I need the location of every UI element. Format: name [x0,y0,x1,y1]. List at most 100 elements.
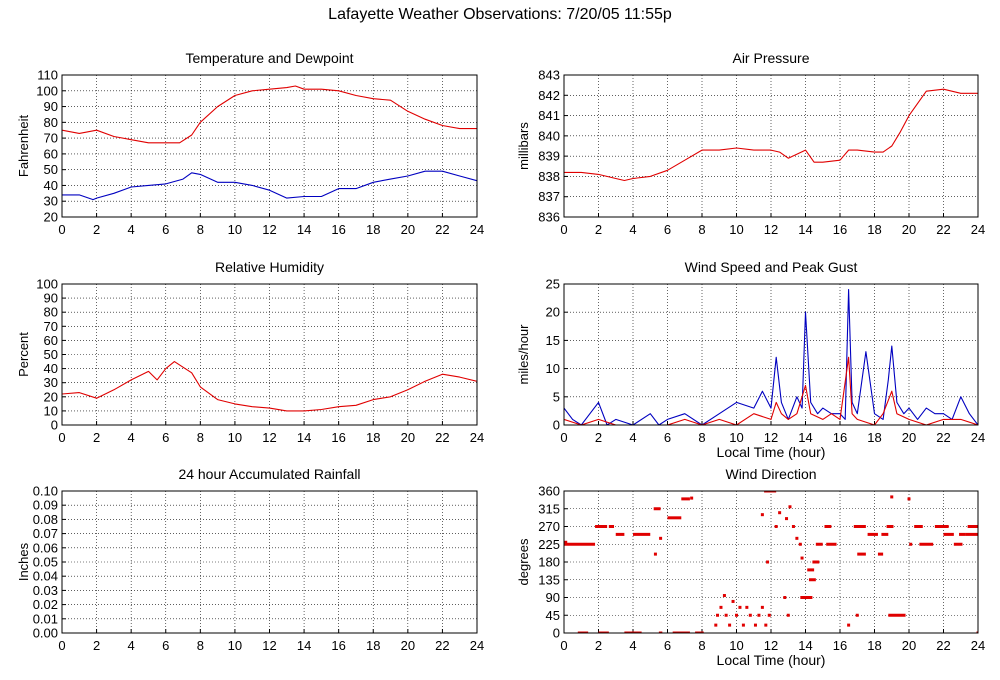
x-tick-label: 6 [162,222,169,237]
x-tick-label: 14 [798,638,812,653]
temp-series-line [62,85,477,144]
y-tick-label: 50 [44,347,58,362]
y-tick-label: 315 [538,501,560,516]
temp-plot-area [62,85,477,201]
wind-series-line [564,289,978,425]
x-tick-label: 8 [197,638,204,653]
y-tick-label: 80 [44,305,58,320]
humidity-title: Relative Humidity [215,259,324,275]
rain-title: 24 hour Accumulated Rainfall [178,466,360,482]
x-tick-label: 16 [833,638,847,653]
rain-frame [61,490,478,634]
y-tick-label: 0.10 [33,484,58,499]
y-tick-label: 40 [44,178,58,193]
x-tick-label: 18 [366,430,380,445]
direction-point [714,623,718,627]
y-tick-label: 20 [546,305,560,320]
x-tick-label: 2 [595,430,602,445]
x-tick-label: 4 [629,430,636,445]
x-tick-label: 12 [262,222,276,237]
direction-point [741,623,745,627]
direction-point [783,596,787,599]
y-tick-label: 70 [44,319,58,334]
x-tick-label: 4 [128,222,135,237]
x-tick-label: 22 [936,222,950,237]
direction-point [907,497,911,501]
direction-point [716,613,720,617]
x-tick-label: 20 [902,222,916,237]
direction-point [753,623,757,627]
y-tick-label: 0.02 [33,597,58,612]
x-tick-label: 2 [595,638,602,653]
temp-frame [61,74,478,218]
x-tick-label: 6 [664,430,671,445]
x-tick-label: 6 [664,638,671,653]
direction-point [728,623,732,627]
y-tick-label: 180 [538,555,560,570]
y-tick-label: 270 [538,519,560,534]
humidity-plot-area [62,361,477,412]
y-tick-label: 841 [538,108,560,123]
x-tick-label: 2 [93,430,100,445]
direction-point [976,631,978,633]
direction-point [738,605,742,609]
page-title: Lafayette Weather Observations: 7/20/05 … [328,6,672,23]
wind-xlabel: Local Time (hour) [717,444,826,460]
y-tick-label: 70 [44,131,58,146]
x-tick-label: 16 [833,222,847,237]
x-tick-label: 24 [470,222,484,237]
y-tick-label: 0.05 [33,555,58,570]
direction-point [659,536,663,540]
y-tick-label: 0.04 [33,569,58,584]
direction-point [564,540,568,544]
y-tick-label: 30 [44,375,58,390]
y-tick-label: 60 [44,146,58,161]
y-tick-label: 5 [553,389,560,404]
x-tick-label: 20 [401,638,415,653]
direction-point [653,552,657,556]
x-tick-label: 4 [128,430,135,445]
direction-point [798,542,802,546]
direction-point [690,496,694,500]
y-tick-label: 100 [36,277,58,292]
direction-plot-area [564,482,978,633]
x-tick-label: 22 [435,430,449,445]
direction-point [788,505,792,509]
y-tick-label: 0.06 [33,540,58,555]
x-tick-label: 22 [435,222,449,237]
direction-frame [563,490,979,634]
x-tick-label: 6 [664,222,671,237]
x-tick-label: 18 [867,638,881,653]
direction-point [847,623,851,627]
y-tick-label: 15 [546,333,560,348]
x-tick-label: 14 [297,638,311,653]
y-tick-label: 25 [546,277,560,292]
y-tick-label: 0 [51,418,58,433]
y-tick-label: 90 [44,99,58,114]
y-tick-label: 110 [37,68,58,83]
direction-point [773,482,776,485]
direction-point [766,560,770,564]
x-tick-label: 24 [971,222,985,237]
x-tick-label: 0 [560,222,567,237]
pressure-title: Air Pressure [732,50,809,66]
direction-xlabel: Local Time (hour) [717,652,826,668]
x-tick-label: 4 [629,222,636,237]
y-tick-label: 60 [44,333,58,348]
y-tick-label: 839 [538,149,560,164]
direction-point [757,613,761,617]
y-tick-label: 10 [44,403,58,418]
x-tick-label: 0 [58,222,65,237]
x-tick-label: 6 [162,430,169,445]
x-tick-label: 8 [698,222,705,237]
x-tick-label: 16 [331,222,345,237]
x-tick-label: 8 [698,638,705,653]
y-tick-label: 90 [44,291,58,306]
x-tick-label: 22 [936,430,950,445]
x-tick-label: 4 [128,638,135,653]
direction-point [731,599,735,603]
x-tick-label: 16 [331,430,345,445]
direction-point [719,605,723,609]
